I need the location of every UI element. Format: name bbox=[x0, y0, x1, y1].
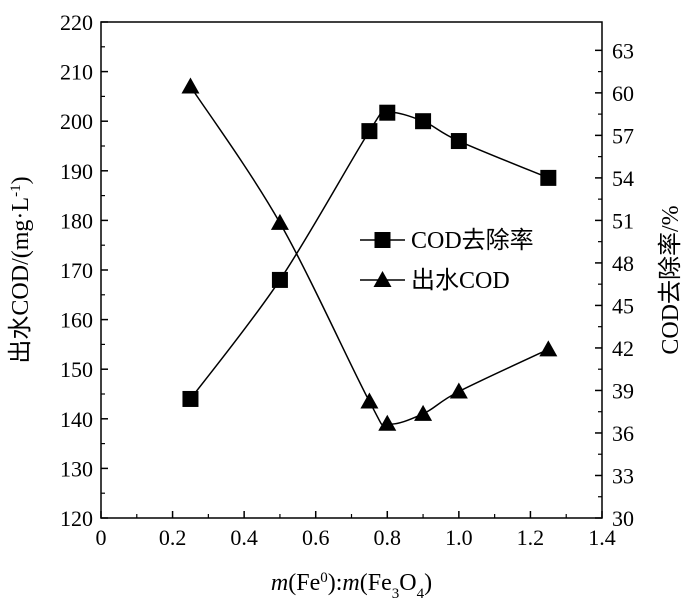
y-left-tick-label: 190 bbox=[60, 159, 93, 184]
square-marker bbox=[361, 123, 378, 140]
triangle-marker bbox=[360, 392, 379, 409]
y-right-tick-label: 45 bbox=[612, 293, 634, 318]
legend-label: COD去除率 bbox=[411, 227, 534, 254]
legend-triangle-marker bbox=[373, 271, 392, 287]
square-marker bbox=[379, 104, 396, 121]
y-right-tick-label: 54 bbox=[612, 166, 634, 191]
x-tick-label: 1.4 bbox=[588, 525, 616, 550]
square-marker bbox=[450, 133, 467, 150]
legend-square-marker bbox=[374, 232, 391, 248]
y-right-tick-label: 42 bbox=[612, 336, 634, 361]
series-layer bbox=[181, 77, 558, 431]
plot-border bbox=[100, 21, 603, 519]
series-effluent-cod bbox=[181, 77, 558, 431]
y-left-tick-label: 150 bbox=[60, 357, 93, 382]
y-right-tick-label: 48 bbox=[612, 251, 634, 276]
y-left-tick-label: 220 bbox=[60, 10, 93, 35]
y-left-tick-label: 200 bbox=[60, 109, 93, 134]
y-left-axis-title: 出水COD/(mg·L-1) bbox=[7, 176, 34, 363]
x-tick-label: 0.6 bbox=[302, 525, 330, 550]
plot-frame bbox=[100, 21, 603, 519]
legend-label: 出水COD bbox=[411, 267, 510, 294]
triangle-marker bbox=[378, 414, 397, 431]
triangle-marker bbox=[449, 382, 468, 399]
y-left-axis-ticks: 120 130 140 150 160 170 180 190 200 210 220 bbox=[60, 10, 108, 531]
y-right-tick-label: 39 bbox=[612, 378, 634, 403]
x-tick-label: 0.8 bbox=[374, 525, 402, 550]
x-tick-label: 0.2 bbox=[159, 525, 187, 550]
y-right-axis-ticks: 30 33 36 39 42 45 48 51 54 57 60 63 bbox=[595, 38, 634, 531]
y-right-tick-label: 51 bbox=[612, 208, 634, 233]
series-line bbox=[189, 111, 549, 400]
y-left-tick-label: 140 bbox=[60, 407, 93, 432]
x-tick-label: 1.0 bbox=[445, 525, 473, 550]
x-axis-ticks: 0 0.2 0.4 0.6 0.8 1.0 1.2 1.4 bbox=[96, 511, 616, 550]
y-right-tick-label: 63 bbox=[612, 38, 634, 63]
square-marker bbox=[182, 390, 199, 407]
y-right-tick-label: 30 bbox=[612, 506, 634, 531]
y-left-tick-label: 160 bbox=[60, 308, 93, 333]
square-marker bbox=[540, 169, 557, 186]
y-left-tick-label: 180 bbox=[60, 208, 93, 233]
y-left-tick-label: 120 bbox=[60, 506, 93, 531]
square-marker bbox=[415, 113, 432, 130]
triangle-marker bbox=[414, 404, 433, 421]
y-right-tick-label: 33 bbox=[612, 463, 634, 488]
y-left-tick-label: 170 bbox=[60, 258, 93, 283]
y-right-axis-title: COD去除率/% bbox=[657, 205, 684, 354]
y-right-tick-label: 60 bbox=[612, 81, 634, 106]
triangle-marker bbox=[270, 213, 289, 230]
y-right-tick-label: 57 bbox=[612, 123, 634, 148]
x-tick-label: 1.2 bbox=[517, 525, 545, 550]
series-removal-rate bbox=[182, 104, 557, 407]
y-right-tick-label: 36 bbox=[612, 421, 634, 446]
y-left-tick-label: 130 bbox=[60, 456, 93, 481]
square-marker bbox=[271, 271, 288, 288]
x-tick-label: 0 bbox=[96, 525, 107, 550]
triangle-marker bbox=[181, 77, 200, 94]
y-left-tick-label: 210 bbox=[60, 60, 93, 85]
triangle-marker bbox=[539, 340, 558, 357]
x-tick-label: 0.4 bbox=[230, 525, 258, 550]
x-axis-title: m(Fe0):m(Fe3O4) bbox=[271, 570, 432, 601]
